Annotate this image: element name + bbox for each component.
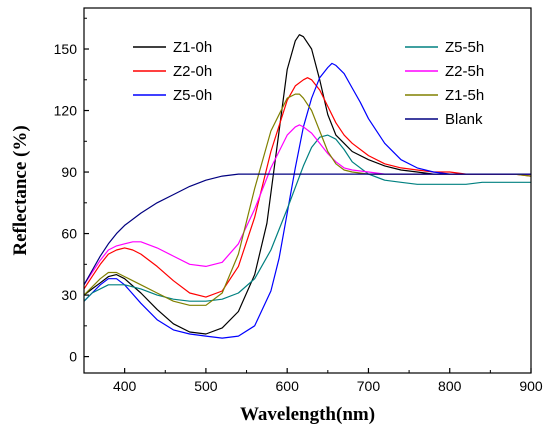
legend-label: Z5-0h — [173, 87, 212, 104]
series-layer — [83, 34, 532, 339]
legend-label: Z2-5h — [445, 63, 484, 80]
legend-label: Z5-5h — [445, 39, 484, 56]
series-line-blank — [83, 173, 531, 286]
plot-frame — [83, 7, 532, 374]
series-line-z2-5h — [83, 124, 531, 286]
x-tick-label: 600 — [276, 378, 300, 394]
legend-item-z1-0h: Z1-0h — [133, 39, 212, 56]
x-tick-label: 900 — [519, 378, 543, 394]
legend-label: Z2-0h — [173, 63, 212, 80]
y-axis-title: Reflectance (%) — [10, 125, 31, 255]
legend-item-z5-0h: Z5-0h — [133, 87, 212, 104]
x-axis: 400 500 600 700 800 900 — [83, 368, 543, 394]
legend-item-blank: Blank — [405, 111, 483, 128]
x-tick-label: 700 — [357, 378, 381, 394]
legend-label: Blank — [445, 111, 483, 128]
legend-item-z2-5h: Z2-5h — [405, 63, 484, 80]
x-tick-label: 500 — [194, 378, 218, 394]
legend-label: Z1-5h — [445, 87, 484, 104]
series-line-z5-0h — [83, 62, 531, 339]
x-axis-title: Wavelength(nm) — [240, 404, 375, 425]
legend-label: Z1-0h — [173, 39, 212, 56]
y-tick-label: 30 — [61, 287, 77, 303]
legend: Z1-0h Z2-0h Z5-0h Z5-5h Z2-5h Z1-5h Blank — [133, 39, 484, 128]
y-tick-label: 90 — [61, 164, 77, 180]
x-tick-label: 800 — [438, 378, 462, 394]
legend-item-z2-0h: Z2-0h — [133, 63, 212, 80]
y-tick-label: 150 — [54, 41, 78, 57]
x-tick-label: 400 — [113, 378, 137, 394]
y-axis: 0 30 60 90 120 150 — [54, 17, 89, 365]
y-tick-label: 120 — [54, 103, 78, 119]
y-tick-label: 60 — [61, 226, 77, 242]
legend-item-z5-5h: Z5-5h — [405, 39, 484, 56]
y-tick-label: 0 — [69, 349, 77, 365]
series-line-z5-5h — [83, 134, 531, 302]
legend-item-z1-5h: Z1-5h — [405, 87, 484, 104]
